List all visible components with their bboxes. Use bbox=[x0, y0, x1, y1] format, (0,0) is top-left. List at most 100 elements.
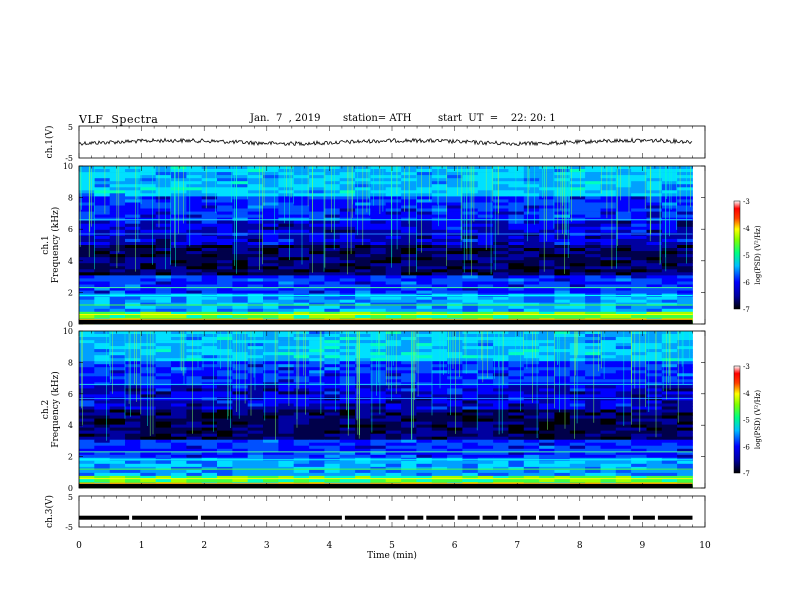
ch1-spectrogram-cell bbox=[646, 196, 663, 200]
ch2-spectrogram-cell bbox=[646, 445, 663, 450]
ch1-spectrogram-cell bbox=[447, 190, 463, 194]
ch1-spectrogram-cell bbox=[217, 202, 233, 206]
ch1-spectrogram-cell bbox=[646, 287, 663, 291]
ch2-spectrogram-cell bbox=[416, 424, 433, 428]
ch1-spectrogram-cell bbox=[186, 299, 203, 304]
ch1-spectrogram-cell bbox=[339, 302, 356, 307]
ch1-spectrogram-cell bbox=[677, 302, 693, 307]
ch1-spectrogram-cell bbox=[631, 302, 647, 307]
ch1-spectrogram-cell bbox=[155, 229, 172, 234]
ch1-spectrogram-cell bbox=[186, 238, 203, 243]
ch1-spectrogram-cell bbox=[631, 296, 647, 301]
ch2-spectrogram-cell bbox=[324, 400, 341, 404]
ch2-spectrogram-cell bbox=[401, 409, 417, 413]
ch1-spectrogram-cell bbox=[309, 302, 325, 307]
ch2-spectrogram-cell bbox=[569, 376, 586, 380]
ch1-spectrogram-cell bbox=[431, 272, 448, 276]
ch2-spectrogram-cell bbox=[278, 460, 295, 465]
ch1-spectrogram-cell bbox=[339, 211, 356, 215]
ch2-spectrogram-cell bbox=[247, 445, 264, 450]
ch2-spectrogram-cell bbox=[554, 445, 571, 450]
ch1-spectrogram-cell bbox=[554, 248, 571, 252]
ch1-spectrogram-cell bbox=[186, 275, 203, 279]
ch1-spectrogram-cell bbox=[324, 232, 341, 237]
ch1-spectrogram-cell bbox=[447, 269, 463, 273]
ch1-spectrogram-cell bbox=[309, 238, 325, 243]
ch2-spectrogram-cell bbox=[493, 442, 509, 447]
ch2-spectrogram-cell bbox=[569, 475, 586, 480]
ch2-spectrogram-cell bbox=[155, 370, 172, 374]
ch1-spectrogram-cell bbox=[600, 311, 617, 316]
ch2-spectrogram-cell bbox=[217, 415, 233, 419]
ch2-spectrogram-cell bbox=[493, 412, 509, 416]
ch2-spectrogram-cell bbox=[493, 454, 509, 459]
ch1-spectrogram-cell bbox=[293, 245, 310, 249]
ch1-spectrogram-cell bbox=[431, 302, 448, 307]
ch1-spectrogram-cell bbox=[324, 223, 341, 228]
ch2-spectrogram-cell bbox=[324, 436, 341, 441]
ch2-spectrogram-cell bbox=[477, 346, 494, 350]
ch1-spectrogram-cell bbox=[677, 202, 693, 206]
ch1-spectrogram-cell bbox=[585, 166, 601, 170]
ch2-spectrogram-cell bbox=[278, 400, 295, 404]
ch2-spectrogram-cell bbox=[585, 331, 601, 335]
ch2-spectrogram-cell bbox=[339, 472, 356, 477]
ch1-spectrogram-cell bbox=[554, 242, 571, 246]
ch2-spectrogram-cell bbox=[171, 397, 187, 401]
ch2-spectrogram-cell bbox=[477, 460, 494, 465]
ch2-spectrogram-cell bbox=[355, 445, 371, 450]
ch1-spectrogram-cell bbox=[201, 308, 218, 313]
ch2-spectrogram-cell bbox=[171, 373, 187, 377]
ch1-spectrogram-cell bbox=[186, 196, 203, 200]
ch2-spectrogram-cell bbox=[278, 355, 295, 359]
ch2-spectrogram-cell bbox=[677, 415, 693, 419]
ch1-spectrogram-cell bbox=[493, 193, 509, 197]
ch1-spectrogram-cell bbox=[615, 205, 632, 209]
ch1-spectrogram-cell bbox=[523, 181, 540, 185]
ch2-spectrogram-cell bbox=[631, 376, 647, 380]
ch1-spectrogram-cell bbox=[661, 287, 678, 291]
ch1-spectrogram-cell bbox=[554, 238, 571, 243]
ch1-spectrogram-cell bbox=[339, 175, 356, 179]
ch2-spectrogram-cell bbox=[94, 418, 111, 422]
ch1-spectrogram-cell bbox=[370, 169, 387, 173]
ch1-spectrogram-cell bbox=[355, 296, 371, 301]
ch1-spectrogram-cell bbox=[232, 196, 249, 200]
ch1-spectrogram-cell bbox=[523, 272, 540, 276]
ch2-spectrogram-cell bbox=[263, 391, 279, 395]
ch2-spectrogram-cell bbox=[109, 442, 126, 447]
ch2-spectrogram-cell bbox=[523, 379, 540, 383]
ch2-spectrogram-cell bbox=[431, 421, 448, 425]
ch1-spectrogram-cell bbox=[324, 211, 341, 215]
ch1-spectrogram-cell bbox=[431, 278, 448, 282]
ch2-spectrogram-cell bbox=[554, 421, 571, 425]
ch2-spectrogram-cell bbox=[94, 337, 111, 341]
ch1-spectrogram-cell bbox=[416, 226, 433, 231]
ch1-spectrogram-cell bbox=[493, 248, 509, 252]
ch1-spectrogram-cell bbox=[631, 208, 647, 212]
ch1-spectrogram-cell bbox=[217, 242, 233, 246]
ch1-spectrogram-cell bbox=[232, 254, 249, 258]
ch2-spectrogram-cell bbox=[431, 340, 448, 344]
ch1-spectrogram-cell bbox=[493, 302, 509, 307]
ch1-spectrogram-cell bbox=[493, 181, 509, 185]
ch2-spectrogram-cell bbox=[171, 367, 187, 371]
ch2-spectrogram-cell bbox=[140, 397, 157, 401]
ch2-spectrogram-cell bbox=[508, 367, 525, 371]
ch2-spectrogram-cell bbox=[416, 448, 433, 453]
ch2-spectrogram-cell bbox=[125, 379, 141, 383]
ch1-spectrogram-cell bbox=[370, 211, 387, 215]
ch2-spectrogram-cell bbox=[661, 439, 678, 444]
ch2-spectrogram-cell bbox=[140, 442, 157, 447]
ch2-spectrogram-cell bbox=[186, 418, 203, 422]
ch1-spectrogram-cell bbox=[125, 214, 141, 218]
ch2-spectrogram-cell bbox=[79, 442, 95, 447]
ch2-spectrogram-cell bbox=[431, 412, 448, 416]
ch1-spectrogram-cell bbox=[385, 284, 402, 288]
ch2-spectrogram-cell bbox=[416, 472, 433, 477]
ch1-spectrogram-cell bbox=[370, 287, 387, 291]
ch2-spectrogram-cell bbox=[493, 478, 509, 483]
ch1-spectrogram-cell bbox=[539, 245, 555, 249]
ch1-spectrogram-cell bbox=[585, 251, 601, 255]
ch1-spectrogram-cell bbox=[523, 175, 540, 179]
